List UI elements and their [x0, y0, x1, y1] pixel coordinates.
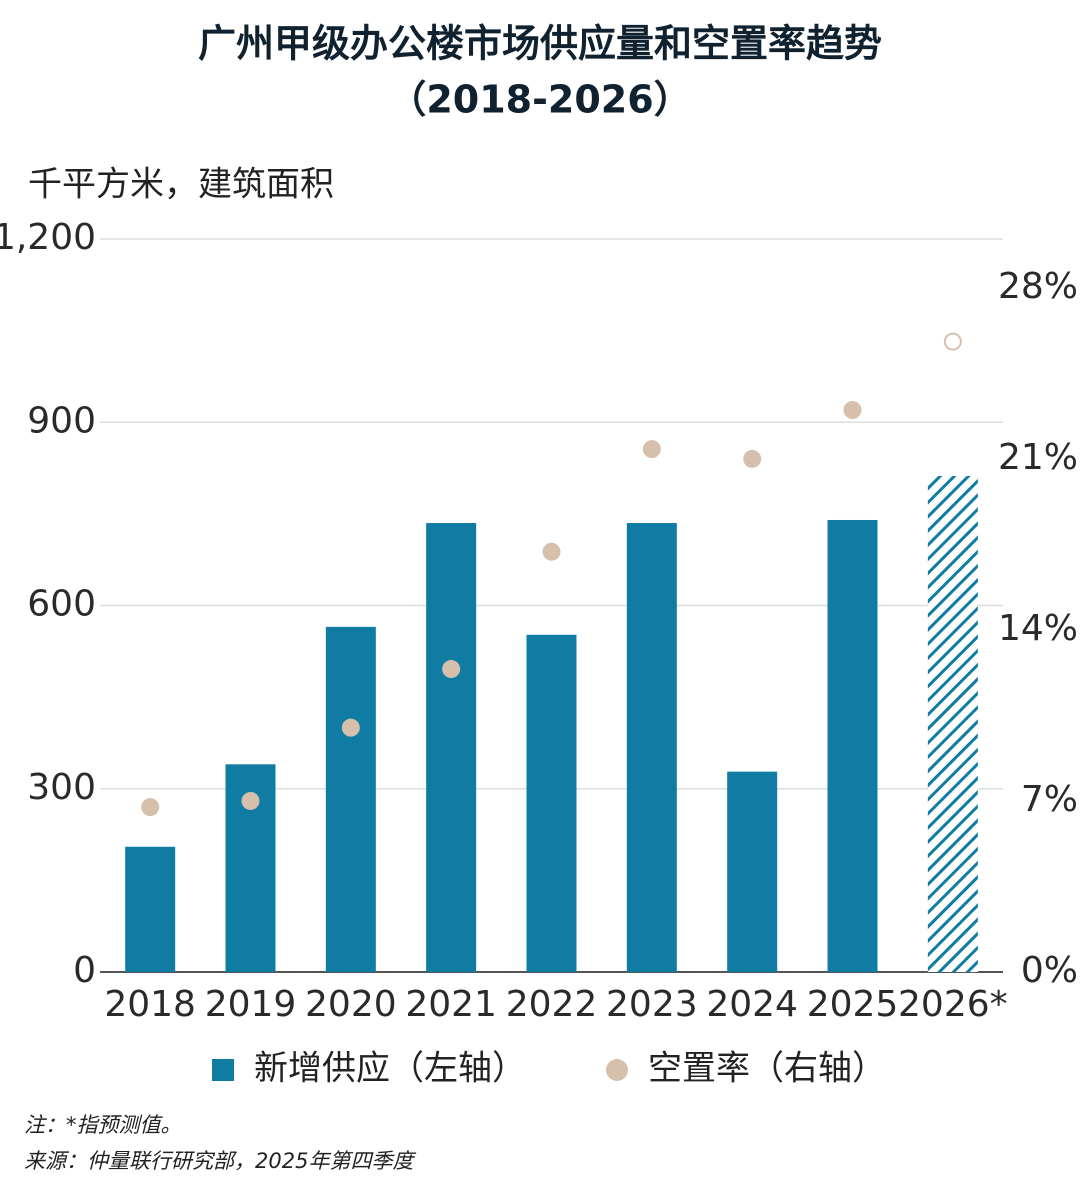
y-tick-label: 600	[27, 584, 96, 625]
dot	[241, 791, 260, 810]
y2-tick-label: 14%	[998, 608, 1078, 649]
legend-swatch	[212, 1059, 234, 1081]
y2-tick-label: 0%	[1021, 950, 1078, 991]
legend-label: 新增供应（左轴）	[254, 1049, 526, 1089]
x-tick-label: 2018	[104, 984, 196, 1025]
dot	[743, 449, 762, 468]
dot	[141, 798, 160, 817]
y-tick-label: 900	[27, 400, 96, 441]
y-tick-label: 1,200	[0, 217, 96, 258]
bar	[426, 523, 477, 972]
chart-subtitle: （2018-2026）	[388, 78, 691, 122]
bar	[727, 771, 778, 972]
x-tick-label: 2019	[205, 984, 297, 1025]
dot	[542, 542, 561, 561]
y-axis-label: 千平方米，建筑面积	[28, 165, 334, 205]
dot	[442, 660, 461, 679]
dot	[642, 440, 661, 459]
x-tick-label: 2026*	[898, 984, 1008, 1025]
note: 注：*指预测值。	[24, 1113, 182, 1137]
x-tick-label: 2024	[706, 984, 798, 1025]
bar	[125, 846, 176, 972]
x-tick-label: 2025	[807, 984, 899, 1025]
bar	[325, 626, 376, 972]
dot	[341, 718, 360, 737]
legend-label: 空置率（右轴）	[648, 1049, 886, 1089]
y-tick-label: 300	[27, 767, 96, 808]
note: 来源：仲量联行研究部，2025年第四季度	[24, 1149, 416, 1173]
dot	[943, 332, 962, 351]
legend-swatch	[606, 1059, 628, 1081]
y2-tick-label: 21%	[998, 437, 1078, 478]
dot	[843, 401, 862, 420]
bar	[526, 634, 577, 972]
bar	[626, 523, 677, 972]
y-tick-label: 0	[73, 950, 96, 991]
bar	[927, 476, 978, 972]
x-tick-label: 2022	[506, 984, 598, 1025]
x-tick-label: 2020	[305, 984, 397, 1025]
y2-tick-label: 7%	[1021, 779, 1078, 820]
bar	[827, 519, 878, 972]
x-tick-label: 2023	[606, 984, 698, 1025]
chart-title: 广州甲级办公楼市场供应量和空置率趋势	[198, 22, 882, 66]
y2-tick-label: 28%	[998, 266, 1078, 307]
x-tick-label: 2021	[405, 984, 497, 1025]
